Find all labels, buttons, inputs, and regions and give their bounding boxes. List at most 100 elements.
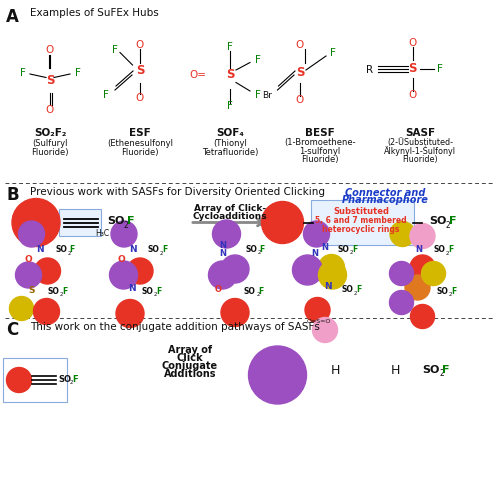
Text: O: O [408,90,416,100]
Circle shape [6,368,32,392]
Text: F: F [62,287,67,296]
Circle shape [116,300,144,328]
Text: SOF₄: SOF₄ [216,128,244,138]
Text: F: F [258,287,264,296]
Circle shape [390,290,413,314]
Text: SO: SO [245,244,257,254]
Text: 5, 6 and 7 membered: 5, 6 and 7 membered [315,216,407,225]
Text: F: F [356,286,361,294]
Text: H: H [330,364,340,378]
Text: F: F [448,246,453,254]
Text: O: O [408,38,416,48]
Circle shape [221,298,249,326]
Text: C: C [6,321,18,339]
Circle shape [304,221,330,247]
Text: O=S=O: O=S=O [306,319,330,324]
Text: N: N [219,242,226,250]
Circle shape [318,254,344,280]
Text: F: F [227,101,233,111]
Circle shape [410,304,434,328]
Text: F: F [20,68,26,78]
Text: This work on the conjugate addition pathways of SASFs: This work on the conjugate addition path… [30,322,320,332]
Text: S: S [46,74,54,86]
Circle shape [312,318,338,342]
Text: 2: 2 [160,251,164,256]
Text: Pharmacophore: Pharmacophore [342,196,428,205]
Text: N: N [128,244,136,254]
Text: Älkynyl-1-Śulfonyl: Älkynyl-1-Śulfonyl [384,146,456,156]
Text: F: F [227,42,233,52]
Text: O: O [296,95,304,105]
Text: SO: SO [434,246,446,254]
Text: Connector and: Connector and [345,188,425,198]
Text: 2: 2 [256,292,260,298]
Circle shape [390,262,413,285]
Text: Conjugate: Conjugate [162,361,218,371]
Text: N: N [324,282,332,291]
Text: SO: SO [436,287,448,296]
Text: F: F [260,244,265,254]
Text: 2: 2 [68,251,71,256]
Text: SO: SO [58,374,71,384]
Text: H: H [390,364,400,378]
Circle shape [34,258,60,284]
Text: F: F [330,48,336,58]
Text: (Thionyl: (Thionyl [213,140,247,148]
Text: F: F [72,374,78,384]
Circle shape [318,261,346,289]
Text: H₃C: H₃C [96,230,110,238]
Text: (2-ÜSubstituted-: (2-ÜSubstituted- [387,138,453,147]
Circle shape [12,198,60,246]
Text: Fluoride): Fluoride) [121,148,159,158]
Text: Examples of SuFEx Hubs: Examples of SuFEx Hubs [30,8,159,18]
Text: SO: SO [55,246,67,254]
Text: O: O [46,105,54,115]
Text: O=: O= [189,70,206,80]
Circle shape [10,296,34,320]
Text: F: F [70,246,75,254]
Circle shape [410,255,435,280]
Text: 1-sulfonyl: 1-sulfonyl [300,146,341,156]
Text: A: A [6,8,19,26]
Text: 2: 2 [124,220,129,230]
Text: S: S [296,66,304,79]
Circle shape [208,261,236,289]
Text: SO: SO [148,246,160,254]
FancyBboxPatch shape [311,200,414,245]
Text: 2: 2 [354,291,358,296]
Text: S: S [136,64,144,76]
Text: N: N [415,244,422,254]
Text: Array of: Array of [168,345,212,355]
Text: S: S [408,62,417,76]
Text: O: O [117,254,125,264]
Text: N: N [322,242,328,252]
Text: SO: SO [142,287,154,296]
Text: F: F [128,216,135,226]
Text: SO: SO [108,216,125,226]
Text: SO: SO [429,216,446,226]
Text: F: F [437,64,443,74]
Text: 2: 2 [439,370,444,378]
Text: O: O [46,45,54,55]
Text: O: O [136,40,144,50]
Text: 2: 2 [350,250,354,255]
Circle shape [390,222,415,246]
Text: Br: Br [262,90,272,100]
Circle shape [262,202,304,243]
Text: F: F [74,68,80,78]
Text: F: F [442,365,450,375]
Text: N: N [128,284,136,293]
Text: ESF: ESF [129,128,151,138]
Text: R: R [366,65,374,75]
Text: O: O [24,254,32,264]
Circle shape [212,220,240,248]
Circle shape [410,224,435,248]
Text: F: F [162,246,167,254]
Text: S: S [28,286,35,295]
Text: SO: SO [48,287,60,296]
Circle shape [292,255,322,285]
Text: Ḟluoride): Ḟluoride) [402,155,438,164]
Text: SO: SO [342,286,353,294]
Circle shape [405,275,430,300]
Text: Previous work with SASFs for Diversity Oriented Clicking: Previous work with SASFs for Diversity O… [30,187,325,197]
